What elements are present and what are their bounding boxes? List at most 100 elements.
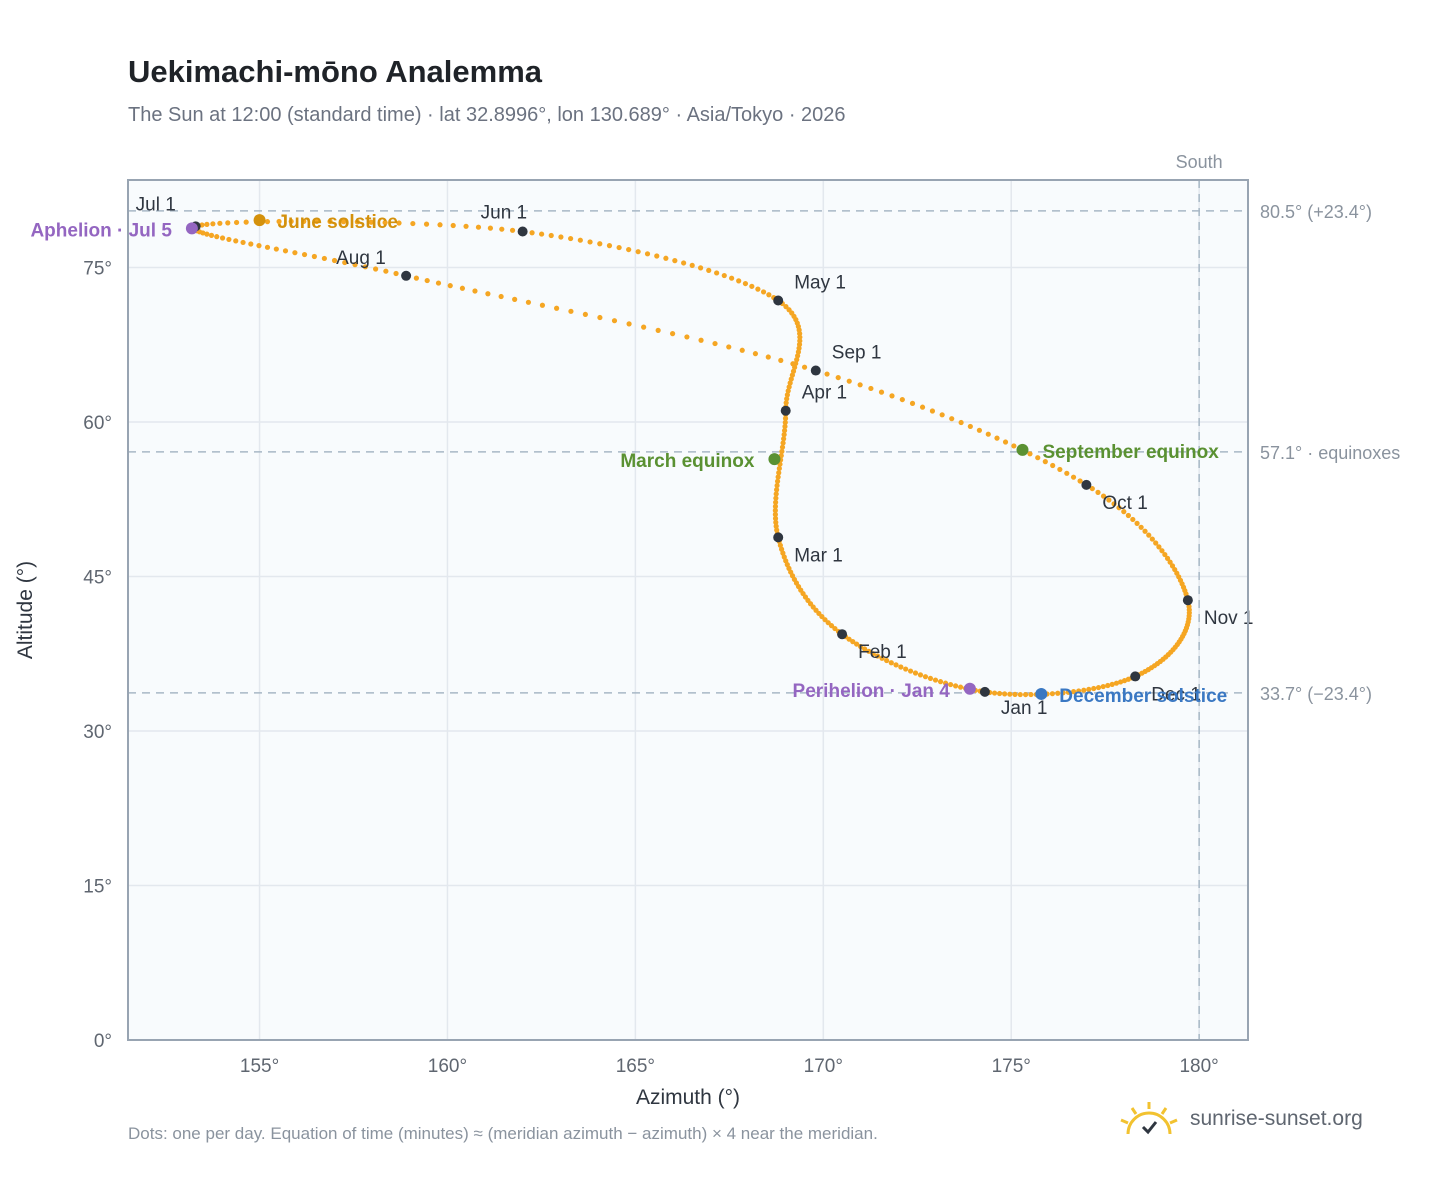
daily-sun-dot [937,679,944,685]
daily-sun-dot [354,219,360,225]
daily-sun-dot [204,221,210,227]
daily-sun-dot [857,643,864,650]
daily-sun-dot [742,280,749,287]
daily-sun-dot [437,222,443,228]
daily-sun-dot [782,419,788,426]
y-tick-label: 45° [83,568,112,589]
daily-sun-dot [866,648,872,654]
daily-sun-dot [1050,462,1056,469]
daily-sun-dot [219,235,226,241]
x-axis-label: Azimuth (°) [636,1086,740,1109]
daily-sun-dot [765,354,771,360]
daily-sun-dot [1130,516,1136,523]
daily-sun-dot [413,275,419,281]
daily-sun-dot [778,546,785,552]
daily-sun-dot [1095,489,1101,495]
daily-sun-dot [774,527,780,533]
x-tick-label: 165° [616,1056,655,1077]
equinox-marker [1016,443,1029,456]
daily-sun-dot [256,243,262,249]
daily-sun-dot [789,372,795,378]
daily-sun-dot [749,283,755,289]
daily-sun-dot [472,288,478,294]
daily-sun-dot [669,331,676,337]
daily-sun-dot [784,396,790,402]
daily-sun-dot [423,221,430,227]
daily-sun-dot [1149,536,1155,542]
daily-sun-dot [611,318,618,324]
daily-sun-dot [396,220,402,226]
month-label: Sep 1 [832,343,882,364]
daily-sun-dot [712,340,718,347]
daily-sun-dot [957,684,964,690]
event-label: September equinox [1042,442,1219,463]
month-marker [517,226,528,237]
daily-sun-dot [616,244,622,251]
x-tick-label: 160° [428,1056,467,1077]
month-label: Dec 1 [1151,684,1201,705]
month-label: Mar 1 [794,545,843,566]
daily-sun-dot [912,670,919,676]
daily-sun-dot [1100,493,1107,499]
daily-sun-dot [459,285,466,291]
daily-sun-dot [893,662,899,668]
daily-sun-dot [1007,691,1013,697]
daily-sun-dot [909,400,916,406]
daily-sun-dot [929,408,936,414]
daily-sun-dot [282,248,289,254]
daily-sun-dot [200,230,206,236]
month-marker [401,270,412,281]
daily-sun-dot [903,666,909,672]
daily-sun-dot [1065,689,1071,695]
daily-sun-dot [947,681,954,688]
daily-sun-dot [994,435,1000,441]
daily-sun-dot [654,253,660,259]
daily-sun-dot [878,389,885,395]
daily-sun-dot [529,230,535,236]
y-tick-label: 0° [94,1031,112,1052]
daily-sun-dot [672,257,678,264]
brand[interactable]: sunrise-sunset.org [1118,1100,1363,1138]
daily-sun-dot [327,218,333,225]
daily-sun-dot [208,232,215,238]
daily-sun-dot [927,675,934,682]
month-label: Jan 1 [1001,698,1047,719]
daily-sun-dot [868,385,874,392]
daily-sun-dot [1076,688,1082,694]
daily-sun-dot [773,523,779,529]
reference-altitude-label: 80.5° (+23.4°) [1260,202,1372,222]
daily-sun-dot [1077,478,1083,484]
daily-sun-dot [554,305,560,311]
daily-sun-dot [854,641,860,647]
solstice-december-marker [1035,687,1048,700]
month-label: Nov 1 [1204,608,1254,629]
daily-sun-dot [606,243,613,249]
event-label: Perihelion · Jan 4 [793,681,951,702]
plot-frame [127,179,1249,1041]
daily-sun-dot [393,270,399,277]
daily-sun-dot [1146,532,1152,538]
daily-sun-dot [582,311,588,318]
daily-sun-dot [1070,689,1077,695]
brand-name: sunrise-sunset.org [1190,1107,1363,1130]
daily-sun-dot [781,427,788,434]
daily-sun-dot [772,511,778,518]
daily-sun-dot [790,361,796,367]
reference-altitude-label: 57.1° · equinoxes [1260,443,1400,463]
south-label: South [1176,152,1223,172]
daily-sun-dot [784,392,790,398]
daily-sun-dot [782,423,788,430]
y-tick-label: 75° [83,259,112,280]
daily-sun-dot [706,267,712,273]
daily-sun-dot [697,265,704,271]
daily-sun-dot [1027,451,1033,457]
event-label: December solstice [1059,686,1227,707]
daily-sun-dot [777,542,783,548]
daily-sun-dot [776,465,782,472]
daily-sun-dot [736,278,742,284]
daily-sun-dot [783,400,789,406]
daily-sun-dot [1022,691,1029,698]
month-label: Aug 1 [336,248,386,269]
apsis-marker [963,682,976,695]
month-marker [773,295,784,306]
